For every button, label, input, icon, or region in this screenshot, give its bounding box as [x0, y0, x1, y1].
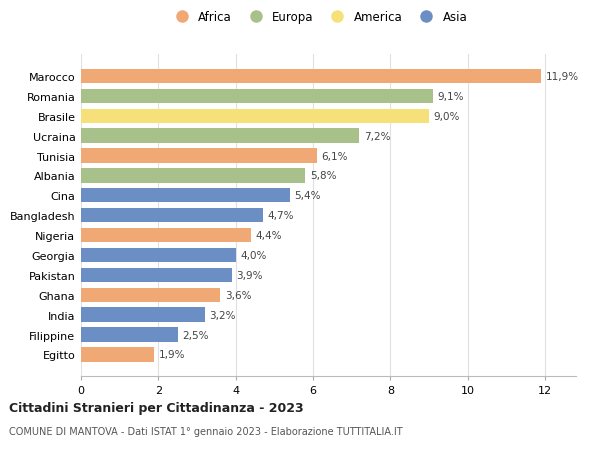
Text: Cittadini Stranieri per Cittadinanza - 2023: Cittadini Stranieri per Cittadinanza - 2…	[9, 401, 304, 414]
Bar	[81, 70, 541, 84]
Bar	[81, 208, 263, 223]
Text: 7,2%: 7,2%	[364, 131, 391, 141]
Text: 9,1%: 9,1%	[437, 92, 464, 101]
Text: 1,9%: 1,9%	[159, 350, 185, 359]
Text: 5,4%: 5,4%	[295, 191, 321, 201]
Text: 4,4%: 4,4%	[256, 230, 282, 241]
Text: 3,2%: 3,2%	[209, 310, 236, 320]
Bar	[81, 189, 290, 203]
Bar	[81, 229, 251, 243]
Bar	[81, 248, 236, 263]
Bar	[81, 268, 232, 282]
Bar	[81, 90, 433, 104]
Text: 3,9%: 3,9%	[236, 270, 263, 280]
Bar	[81, 129, 359, 144]
Bar	[81, 308, 205, 322]
Bar	[81, 169, 305, 183]
Legend: Africa, Europa, America, Asia: Africa, Europa, America, Asia	[170, 11, 467, 24]
Text: 9,0%: 9,0%	[434, 112, 460, 122]
Text: 3,6%: 3,6%	[225, 290, 251, 300]
Bar	[81, 109, 429, 123]
Text: 5,8%: 5,8%	[310, 171, 337, 181]
Text: COMUNE DI MANTOVA - Dati ISTAT 1° gennaio 2023 - Elaborazione TUTTITALIA.IT: COMUNE DI MANTOVA - Dati ISTAT 1° gennai…	[9, 426, 403, 436]
Bar	[81, 149, 317, 163]
Bar	[81, 288, 220, 302]
Text: 11,9%: 11,9%	[546, 72, 579, 82]
Bar	[81, 347, 154, 362]
Text: 2,5%: 2,5%	[182, 330, 209, 340]
Text: 6,1%: 6,1%	[322, 151, 348, 161]
Text: 4,7%: 4,7%	[268, 211, 294, 221]
Text: 4,0%: 4,0%	[241, 251, 267, 260]
Bar	[81, 328, 178, 342]
